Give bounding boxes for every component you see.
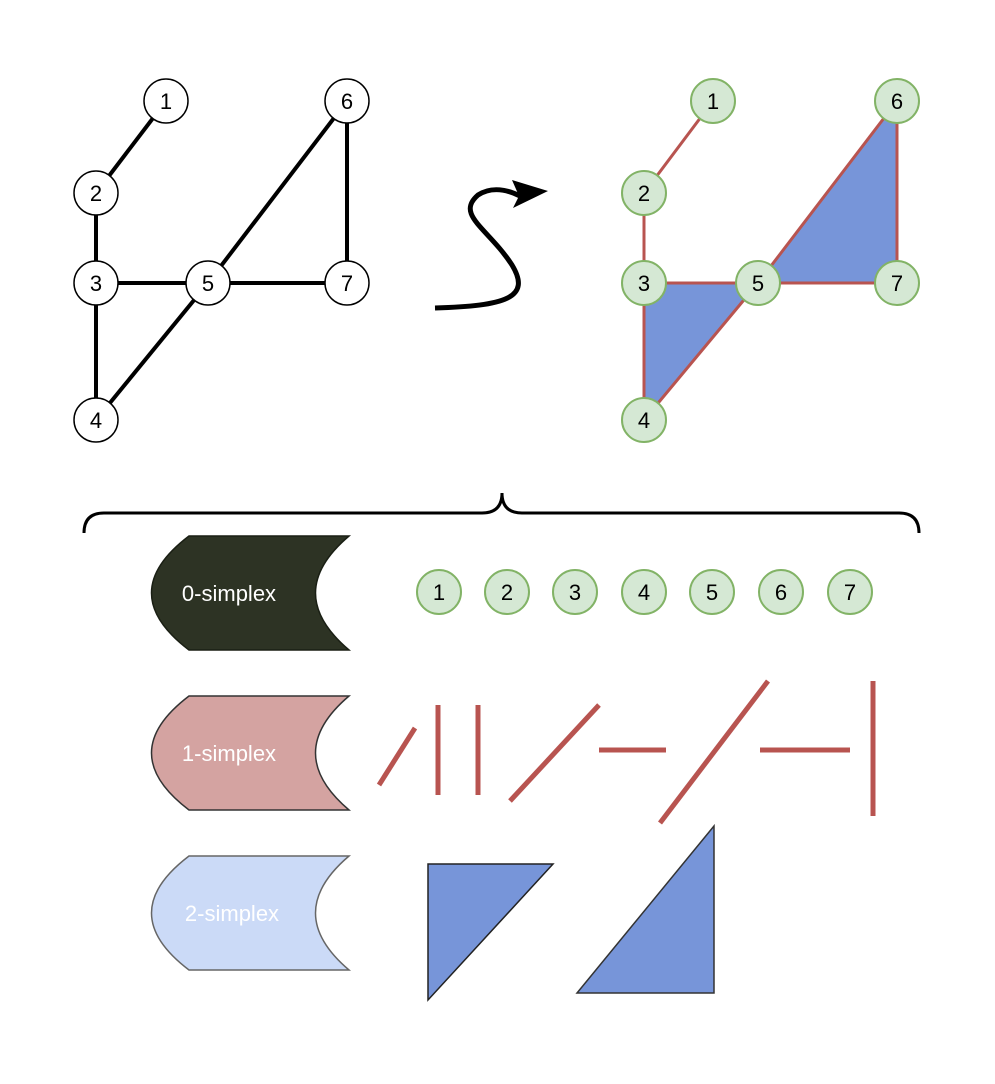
complex-node-label: 3 (638, 271, 650, 296)
two-simplex-shape (150, 855, 352, 971)
graph-node-6: 6 (324, 78, 370, 124)
complex-node-2: 2 (621, 170, 667, 216)
complex-node-label: 4 (638, 408, 650, 433)
zero-simplex-node-6: 6 (758, 569, 804, 615)
complex-node-6: 6 (874, 78, 920, 124)
zero-simplex-node-3: 3 (552, 569, 598, 615)
zero-simplex-node-7: 7 (827, 569, 873, 615)
complex-edge-4-5 (642, 282, 760, 421)
curly-brace-icon (82, 492, 921, 534)
graph-node-label: 6 (341, 89, 353, 114)
zero-simplex-node-4: 4 (621, 569, 667, 615)
graph-node-1: 1 (143, 78, 189, 124)
simplicial-complex: 1 2 3 4 5 6 7 (621, 78, 920, 443)
zero-simplex-node-5: 5 (689, 569, 735, 615)
graph-node-5: 5 (185, 260, 231, 306)
complex-node-5: 5 (735, 260, 781, 306)
complex-node-label: 5 (752, 271, 764, 296)
graph-nodes: 1 2 3 4 5 6 7 (73, 78, 370, 443)
graph-node-3: 3 (73, 260, 119, 306)
graph-edge-4-5 (94, 281, 210, 422)
complex-node-7: 7 (874, 260, 920, 306)
complex-nodes: 1 2 3 4 5 6 7 (621, 78, 920, 443)
zero-simplex-node-label: 1 (433, 580, 445, 605)
one-simplex-shape (150, 695, 352, 811)
complex-node-label: 6 (891, 89, 903, 114)
complex-node-4: 4 (621, 397, 667, 443)
complex-edge-5-6 (756, 100, 899, 284)
complex-node-label: 1 (707, 89, 719, 114)
graph-node-label: 3 (90, 271, 102, 296)
zero-simplex-node-label: 6 (775, 580, 787, 605)
graph-edge-5-6 (206, 99, 349, 285)
graph-node-label: 5 (202, 271, 214, 296)
zero-simplex-node-label: 3 (569, 580, 581, 605)
edge-segment-1-2 (376, 726, 418, 787)
triangle-5-6-7 (575, 823, 715, 994)
zero-simplex-node-label: 2 (501, 580, 513, 605)
graph-node-label: 7 (341, 271, 353, 296)
zero-simplex-node-label: 4 (638, 580, 650, 605)
graph-node-2: 2 (73, 170, 119, 216)
zero-simplex-node-1: 1 (416, 569, 462, 615)
zero-simplex-node-label: 5 (706, 580, 718, 605)
edge-segment-5-6 (658, 679, 770, 825)
zero-simplex-node-2: 2 (484, 569, 530, 615)
transform-arrow-icon (434, 180, 548, 311)
triangle-3-4-5 (427, 863, 555, 1002)
complex-node-3: 3 (621, 260, 667, 306)
graph-node-label: 2 (90, 181, 102, 206)
one-simplex-label: 1-simplex (182, 741, 276, 766)
graph-node-label: 4 (90, 408, 102, 433)
graph-node-7: 7 (324, 260, 370, 306)
legend-row-1-simplex: 1-simplex (150, 679, 876, 825)
one-simplex-edges (376, 679, 876, 825)
graph-node-4: 4 (73, 397, 119, 443)
edge-segment-4-5 (508, 703, 601, 803)
legend-row-2-simplex: 2-simplex (150, 823, 715, 1002)
zero-simplex-node-label: 7 (844, 580, 856, 605)
graph-node-label: 1 (160, 89, 172, 114)
graph-edges (94, 99, 349, 422)
legend-row-0-simplex: 0-simplex 1 2 3 4 5 6 7 (150, 535, 873, 651)
two-simplex-label: 2-simplex (185, 901, 279, 926)
zero-simplex-shape (150, 535, 352, 651)
complex-node-label: 2 (638, 181, 650, 206)
complex-node-1: 1 (690, 78, 736, 124)
input-graph: 1 2 3 4 5 6 7 (73, 78, 370, 443)
complex-node-label: 7 (891, 271, 903, 296)
zero-simplex-label: 0-simplex (182, 581, 276, 606)
